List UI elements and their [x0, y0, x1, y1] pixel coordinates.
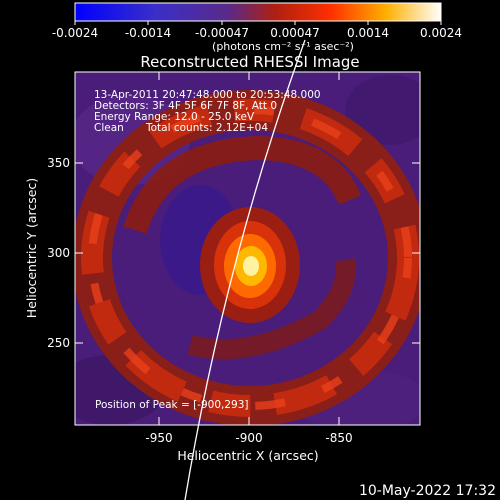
colorbar-tick-label: -0.0024 [52, 26, 98, 40]
plot-frame [74, 71, 421, 426]
source-peak [200, 207, 300, 323]
x-tick-label: -950 [145, 431, 172, 445]
colorbar-tick-label: 0.0014 [347, 26, 389, 40]
inner-arc [123, 135, 362, 360]
x-tick-label: -850 [325, 431, 352, 445]
total-counts-text: Total counts: 2.12E+04 [145, 122, 268, 134]
detectors-text: Detectors: 3F 4F 5F 6F 7F 8F, Att 0 [94, 100, 277, 112]
time-range-text: 13-Apr-2011 20:47:48.000 to 20:53:48.000 [94, 89, 321, 101]
colorbar-units-label: (photons cm⁻² s⁻¹ asec⁻²) [212, 40, 354, 53]
footer-timestamp: 10-May-2022 17:32 [359, 483, 496, 499]
colorbar-tick-label: -0.0014 [125, 26, 171, 40]
y-axis-label: Heliocentric Y (arcsec) [24, 178, 39, 318]
colorbar-tick-label: -0.00047 [195, 26, 249, 40]
y-axis-ticks [75, 162, 420, 344]
y-tick-label: 300 [47, 246, 70, 260]
colorbar-ticks [74, 21, 442, 25]
image-area [75, 72, 420, 425]
plot-title: Reconstructed RHESSI Image [140, 53, 359, 71]
x-axis-ticks [158, 72, 340, 425]
y-tick-label: 350 [47, 156, 70, 170]
emission-ring [75, 90, 420, 425]
peak-position-text: Position of Peak = [-900,293] [95, 399, 249, 411]
observation-annotations: 13-Apr-2011 20:47:48.000 to 20:53:48.000… [94, 89, 321, 411]
colorbar-tick-label: 0.0024 [420, 26, 462, 40]
x-axis-label: Heliocentric X (arcsec) [177, 448, 318, 463]
x-tick-label: -900 [235, 431, 262, 445]
clean-text: Clean [94, 122, 124, 134]
y-tick-label: 250 [47, 336, 70, 350]
solar-limb-line [184, 39, 306, 500]
energy-range-text: Energy Range: 12.0 - 25.0 keV [94, 111, 255, 123]
colorbar [74, 2, 442, 22]
colorbar-tick-label: 0.00047 [270, 26, 320, 40]
